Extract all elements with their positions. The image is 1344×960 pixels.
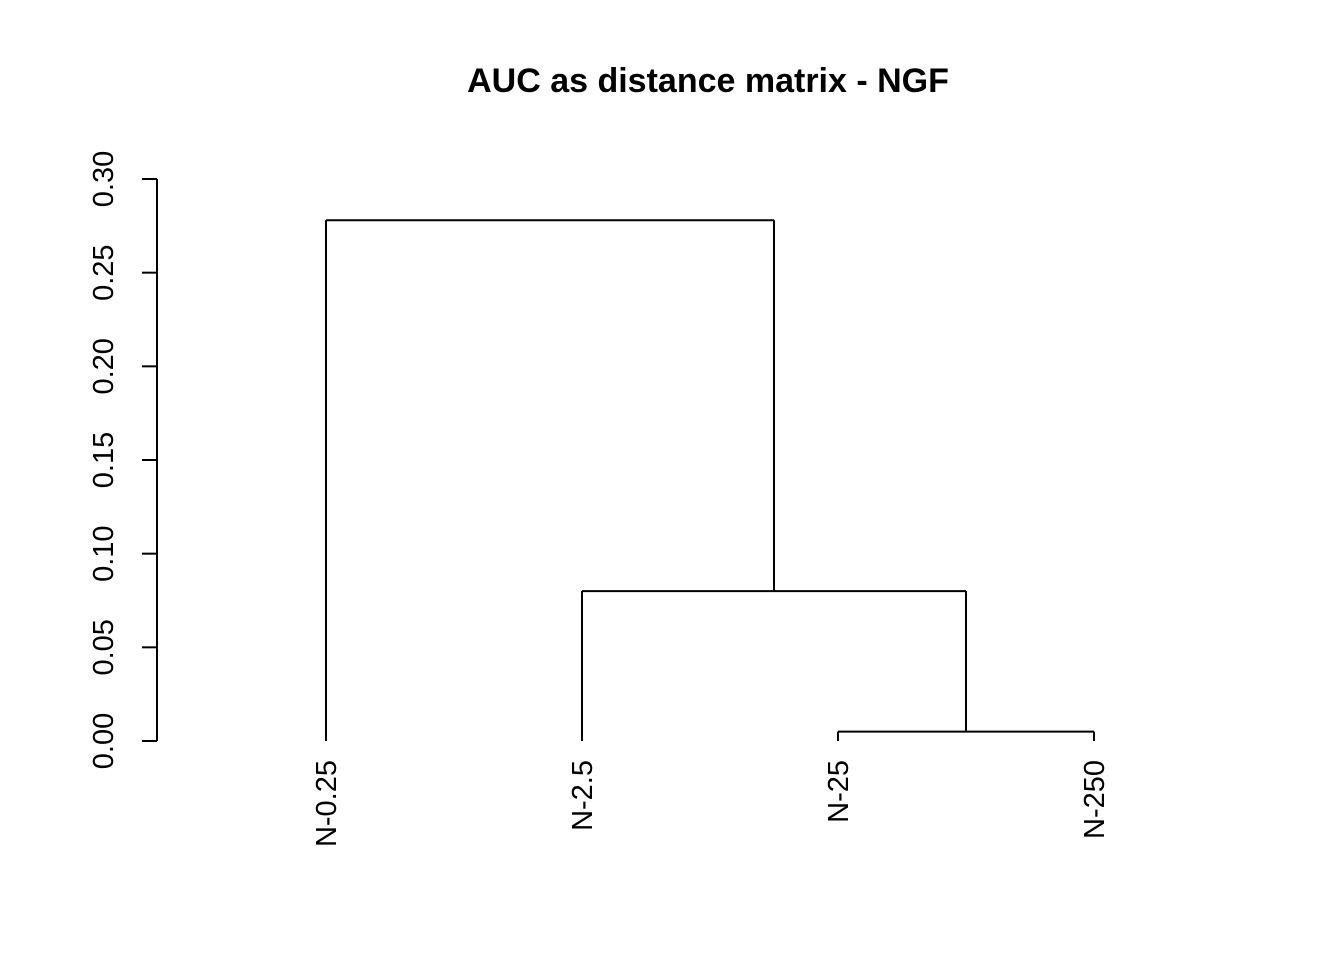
merge-1	[837, 730, 1095, 741]
leaf-label: N-250	[1079, 760, 1111, 839]
leaf-label: N-0.25	[311, 760, 343, 847]
y-tick-label: 0.05	[88, 619, 120, 675]
y-tick-label: 0.10	[88, 525, 120, 581]
y-tick-label: 0.25	[88, 244, 120, 300]
leaf-label: N-25	[823, 760, 855, 823]
merge-2	[581, 590, 967, 741]
dendrogram-branches	[325, 219, 1095, 741]
y-tick-label: 0.30	[88, 151, 120, 207]
y-tick-label: 0.15	[88, 432, 120, 488]
y-tick-label: 0.00	[88, 713, 120, 769]
leaf-label: N-2.5	[567, 760, 599, 831]
leaf-labels: N-0.25 N-2.5 N-25 N-250	[311, 760, 1111, 847]
y-tick-label: 0.20	[88, 338, 120, 394]
y-axis: 0.00 0.05 0.10 0.15 0.20 0.25 0.30	[88, 151, 158, 769]
merge-3	[325, 219, 775, 741]
chart-title: AUC as distance matrix - NGF	[467, 62, 949, 100]
